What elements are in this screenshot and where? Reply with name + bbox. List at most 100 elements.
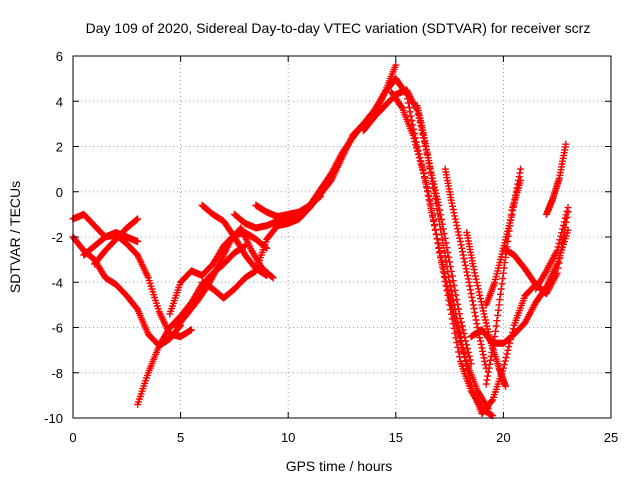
data-point — [553, 247, 561, 255]
data-point — [134, 238, 142, 245]
data-point — [481, 357, 489, 365]
y-tick-label: 2 — [56, 140, 63, 155]
data-point — [460, 255, 468, 262]
data-point — [554, 243, 562, 251]
data-point — [457, 318, 465, 326]
data-point — [409, 131, 417, 139]
data-point — [446, 294, 454, 301]
data-point — [408, 117, 416, 124]
data-point — [269, 274, 277, 282]
data-point — [453, 339, 461, 347]
data-point — [429, 213, 437, 221]
data-point — [453, 324, 461, 332]
data-point — [418, 163, 426, 171]
data-point — [554, 264, 562, 272]
data-point — [459, 326, 467, 334]
data-point — [455, 305, 463, 313]
series-sat-m — [388, 88, 492, 413]
data-point — [508, 328, 516, 336]
data-point — [397, 103, 405, 111]
series-sat-v — [532, 204, 572, 293]
data-point — [459, 347, 467, 355]
data-point — [461, 353, 469, 361]
data-point — [435, 243, 443, 251]
x-tick-label: 10 — [281, 430, 295, 445]
data-point — [431, 226, 439, 234]
data-point — [414, 150, 422, 158]
data-point — [455, 331, 463, 339]
data-point — [435, 201, 443, 209]
data-point — [449, 277, 457, 285]
data-point — [476, 295, 484, 302]
x-axis-label: GPS time / hours — [286, 458, 393, 474]
data-point — [134, 215, 142, 223]
data-point — [458, 322, 466, 330]
chart-title: Day 109 of 2020, Sidereal Day-to-day VTE… — [86, 20, 591, 36]
data-point — [425, 196, 433, 204]
y-tick-label: 4 — [56, 94, 63, 109]
data-point — [462, 337, 470, 345]
data-point — [501, 357, 509, 365]
data-point — [493, 317, 501, 325]
data-point — [438, 216, 445, 223]
series-sat-d — [91, 215, 142, 268]
data-point — [452, 291, 460, 299]
series-sat-o — [441, 165, 490, 372]
data-point — [450, 282, 458, 289]
y-tick-label: -4 — [51, 275, 63, 290]
data-point — [444, 286, 452, 294]
data-point — [430, 217, 438, 225]
data-point — [556, 254, 564, 262]
series-sat-w — [542, 140, 570, 218]
data-point — [466, 356, 474, 364]
data-point — [440, 230, 448, 238]
data-point — [553, 269, 561, 277]
data-point — [456, 314, 464, 322]
data-point — [447, 267, 455, 275]
data-point — [456, 234, 464, 242]
data-layer — [69, 61, 572, 420]
data-point — [456, 334, 464, 342]
data-point — [509, 325, 517, 333]
grid-layer — [73, 56, 611, 418]
data-point — [461, 333, 469, 341]
data-point — [432, 230, 440, 238]
data-point — [317, 192, 324, 200]
data-point — [452, 321, 460, 329]
data-point — [392, 61, 400, 69]
data-point — [499, 364, 507, 372]
data-point — [416, 157, 424, 165]
data-point — [560, 218, 568, 226]
data-point — [438, 256, 446, 264]
data-point — [443, 244, 451, 252]
data-point — [563, 207, 571, 215]
data-point — [562, 211, 570, 219]
data-point — [451, 286, 459, 294]
y-axis-label: SDTVAR / TECUs — [7, 181, 23, 293]
data-point — [502, 382, 510, 390]
data-point — [406, 108, 414, 116]
y-tick-label: -8 — [51, 366, 63, 381]
y-tick-label: 0 — [56, 185, 63, 200]
data-point — [448, 272, 456, 280]
data-point — [542, 290, 550, 298]
data-point — [497, 285, 505, 293]
y-tick-label: 6 — [56, 49, 63, 64]
data-point — [472, 316, 480, 324]
data-point — [449, 309, 457, 317]
data-point — [465, 352, 473, 360]
data-point — [437, 252, 445, 260]
x-tick-label: 15 — [389, 430, 403, 445]
data-point — [450, 313, 458, 321]
data-point — [407, 112, 415, 120]
data-point — [414, 147, 421, 155]
data-point — [434, 239, 442, 247]
data-point — [440, 269, 448, 277]
data-point — [460, 330, 468, 337]
data-point — [442, 278, 450, 286]
data-point — [561, 214, 569, 222]
data-point — [456, 310, 463, 318]
data-point — [431, 222, 438, 230]
data-point — [446, 258, 454, 266]
